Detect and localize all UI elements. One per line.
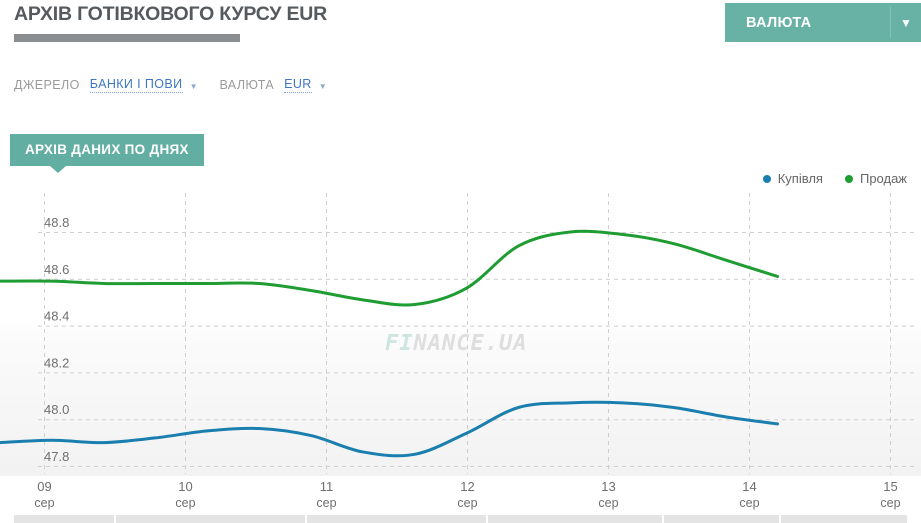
x-axis-tick-15: 15 сер	[861, 478, 921, 512]
x-axis-tick-day: 09	[37, 479, 52, 494]
currency-filter-value[interactable]: EUR	[284, 77, 312, 93]
currency-dropdown-divider	[890, 7, 891, 38]
x-axis-tick-month: сер	[34, 496, 55, 510]
x-axis-tick-month: сер	[316, 496, 337, 510]
x-axis-tick-day: 14	[742, 479, 757, 494]
y-axis-tick-label: 48.4	[44, 309, 69, 324]
x-axis-tick-14: 14 сер	[720, 478, 780, 512]
table-header-cell	[487, 515, 663, 523]
page-title: АРХІВ ГОТІВКОВОГО КУРСУ EUR	[14, 3, 328, 25]
table-header-cell	[780, 515, 907, 523]
legend-label-buy: Купівля	[777, 171, 823, 186]
source-chevron-down-icon[interactable]: ▼	[189, 81, 198, 91]
source-filter-label: ДЖЕРЕЛО	[14, 78, 80, 92]
legend-item-buy[interactable]: Купівля	[762, 171, 823, 186]
x-axis-tick-month: сер	[175, 496, 196, 510]
page-header: АРХІВ ГОТІВКОВОГО КУРСУ EUR ВАЛЮТА ▼	[0, 0, 921, 60]
currency-dropdown-button[interactable]: ВАЛЮТА ▼	[725, 3, 921, 42]
table-header-cell	[664, 515, 779, 523]
y-axis-tick-label: 48.8	[44, 215, 69, 230]
x-axis-tick-month: сер	[598, 496, 619, 510]
currency-filter-label: ВАЛЮТА	[219, 78, 275, 92]
x-axis-tick-12: 12 сер	[438, 478, 498, 512]
x-axis-tick-day: 10	[178, 479, 193, 494]
tab-daily-archive[interactable]: АРХІВ ДАНИХ ПО ДНЯХ	[10, 134, 204, 173]
legend-label-sell: Продаж	[859, 171, 907, 186]
chart-legend: Купівля Продаж	[741, 171, 907, 186]
table-header-cell	[14, 515, 114, 523]
x-axis-tick-10: 10 сер	[156, 478, 216, 512]
chart-line-sell	[0, 229, 779, 307]
filter-row: ДЖЕРЕЛО БАНКИ І ПОВИ ▼ ВАЛЮТА EUR ▼	[14, 74, 349, 96]
y-axis-tick-label: 48.0	[44, 402, 69, 417]
source-filter-value[interactable]: БАНКИ І ПОВИ	[89, 77, 183, 93]
currency-chevron-down-icon[interactable]: ▼	[318, 81, 327, 91]
x-axis-tick-day: 11	[319, 479, 334, 494]
table-header-cell	[306, 515, 486, 523]
chevron-down-icon[interactable]: ▼	[900, 15, 912, 30]
y-axis-tick-label: 48.2	[44, 355, 69, 370]
x-axis-tick-day: 12	[460, 479, 475, 494]
tab-daily-archive-label: АРХІВ ДАНИХ ПО ДНЯХ	[25, 142, 189, 157]
title-underline-rule	[14, 34, 240, 42]
x-axis-tick-day: 15	[883, 479, 898, 494]
x-axis-tick-11: 11 сер	[297, 478, 357, 512]
chart-x-axis: 09 сер 10 сер 11 сер 12 сер 13 сер 14 сер 15 сер	[0, 476, 921, 516]
legend-item-sell[interactable]: Продаж	[844, 171, 907, 186]
legend-dot-sell-icon	[844, 174, 853, 183]
currency-dropdown-label: ВАЛЮТА	[746, 14, 812, 31]
legend-dot-buy-icon	[762, 174, 771, 183]
y-axis-tick-label: 48.6	[44, 262, 69, 277]
x-axis-tick-day: 13	[601, 479, 616, 494]
tab-pointer-notch	[50, 166, 66, 173]
chart-line-buy	[0, 400, 779, 458]
x-axis-tick-09: 09 сер	[15, 478, 75, 512]
table-header-cell	[115, 515, 305, 523]
x-axis-tick-month: сер	[457, 496, 478, 510]
x-axis-tick-month: сер	[880, 496, 901, 510]
y-axis-tick-label: 47.8	[44, 449, 69, 464]
x-axis-tick-month: сер	[739, 496, 760, 510]
chart-svg: 47.8 48.0 48.2 48.4 48.6 48.8	[0, 193, 921, 476]
data-table-header-peek	[0, 515, 921, 523]
chart-plot-area[interactable]: 47.8 48.0 48.2 48.4 48.6 48.8	[0, 193, 921, 476]
x-axis-tick-13: 13 сер	[579, 478, 639, 512]
tab-bar: АРХІВ ДАНИХ ПО ДНЯХ	[10, 134, 204, 173]
